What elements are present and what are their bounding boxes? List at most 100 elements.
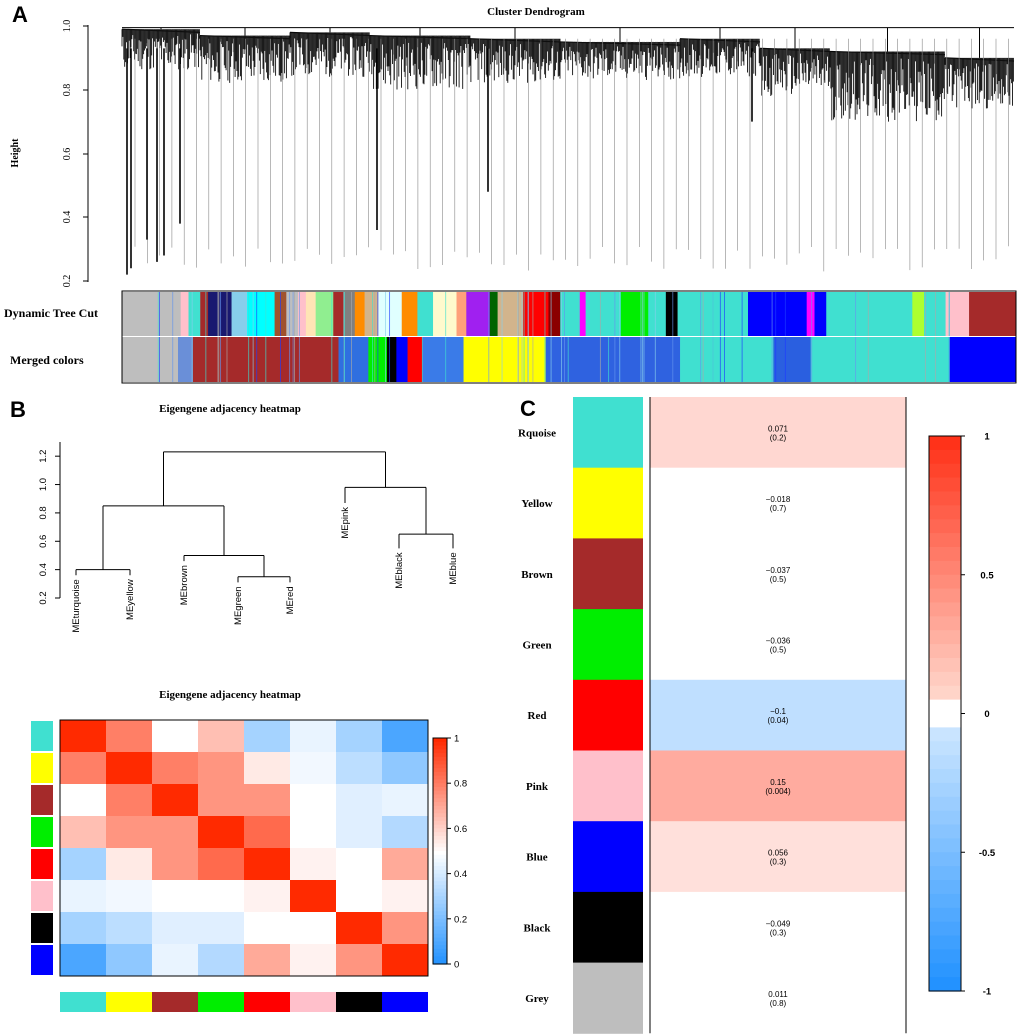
dynamic-tree-cut-block bbox=[466, 292, 491, 336]
heatmap-cell bbox=[290, 944, 337, 977]
b-ytick-label: 1.2 bbox=[38, 450, 49, 463]
dynamic-tree-cut-block bbox=[180, 292, 189, 336]
dynamic-tree-cut-stripe bbox=[172, 292, 174, 336]
trait-legend-swatch bbox=[929, 755, 961, 770]
legend-swatch bbox=[433, 741, 447, 747]
dynamic-tree-cut-block bbox=[417, 292, 434, 336]
heatmap-cell bbox=[244, 720, 291, 753]
dynamic-tree-cut-stripe bbox=[855, 292, 857, 336]
dynamic-tree-cut-row bbox=[122, 292, 1017, 336]
trait-cell bbox=[650, 821, 906, 893]
dynamic-tree-cut-block bbox=[305, 292, 317, 336]
legend-swatch bbox=[433, 888, 447, 894]
trait-cell bbox=[650, 397, 906, 469]
dynamic-tree-cut-stripe bbox=[771, 292, 773, 336]
dynamic-tree-cut-stripe bbox=[294, 292, 295, 336]
heatmap-cell bbox=[152, 944, 199, 977]
heatmap-cell bbox=[336, 784, 383, 817]
trait-legend-swatch bbox=[929, 838, 961, 853]
merged-colors-stripe bbox=[191, 337, 193, 382]
b-ytick-label: 0.8 bbox=[38, 506, 49, 519]
legend-swatch bbox=[433, 922, 447, 927]
dynamic-tree-cut-stripe bbox=[702, 292, 704, 336]
merged-colors-stripe bbox=[517, 337, 519, 382]
trait-legend-swatch bbox=[929, 658, 961, 673]
cluster-dendrogram bbox=[121, 27, 1015, 275]
trait-p-text: (0.8) bbox=[770, 999, 787, 1008]
dynamic-tree-cut-stripe bbox=[935, 292, 937, 336]
merged-colors-stripe bbox=[421, 337, 423, 382]
legend-swatch bbox=[433, 907, 447, 912]
merged-colors-stripe bbox=[445, 337, 447, 382]
merged-colors-block bbox=[177, 337, 194, 382]
heatmap-cell bbox=[198, 816, 245, 849]
legend-swatch bbox=[433, 884, 447, 890]
heatmap-cell bbox=[60, 720, 107, 753]
merged-colors-stripe bbox=[567, 337, 569, 382]
merged-colors-block bbox=[680, 337, 774, 382]
heatmap-cell bbox=[106, 912, 153, 945]
heatmap-cell bbox=[60, 816, 107, 849]
merged-colors-stripe bbox=[654, 337, 656, 382]
merged-colors-stripe bbox=[608, 337, 610, 382]
trait-legend-swatch bbox=[929, 921, 961, 937]
trait-legend-swatch bbox=[929, 533, 961, 548]
legend-swatch bbox=[433, 790, 447, 796]
merged-colors-stripe bbox=[949, 337, 950, 382]
merged-colors-stripe bbox=[389, 337, 391, 382]
dynamic-tree-cut-stripe bbox=[217, 292, 219, 336]
legend-swatch bbox=[433, 869, 447, 875]
legend-swatch bbox=[433, 851, 447, 856]
merged-colors-stripe bbox=[544, 337, 546, 382]
dynamic-tree-cut-stripe bbox=[811, 292, 813, 336]
merged-colors-stripe bbox=[517, 337, 519, 382]
legend-swatch bbox=[433, 896, 447, 901]
heatmap-cell bbox=[198, 944, 245, 977]
trait-legend-swatch bbox=[929, 977, 961, 992]
merged-colors-stripe bbox=[292, 337, 294, 382]
merged-colors-stripe bbox=[372, 337, 374, 382]
trait-row-label: Yellow bbox=[521, 498, 552, 510]
dynamic-tree-cut-block bbox=[188, 292, 201, 336]
merged-colors-stripe bbox=[867, 337, 869, 382]
trait-module-swatch bbox=[573, 679, 643, 751]
dynamic-tree-cut-stripe bbox=[550, 292, 552, 336]
a-ytick-0.8: 0.8 bbox=[62, 84, 73, 97]
trait-legend-tick-label: -0.5 bbox=[979, 848, 996, 859]
dynamic-tree-cut-stripe bbox=[421, 292, 423, 336]
legend-swatch bbox=[433, 753, 447, 758]
legend-swatch bbox=[433, 877, 447, 882]
dynamic-tree-cut-stripe bbox=[643, 292, 645, 336]
legend-swatch bbox=[433, 866, 447, 871]
trait-legend-swatch bbox=[929, 893, 961, 909]
legend-swatch bbox=[433, 813, 447, 818]
trait-row-label: Grey bbox=[525, 993, 549, 1005]
panel-b-dendro-y-axis: 0.2 0.4 0.6 0.8 1.0 1.2 bbox=[38, 442, 61, 605]
legend-swatch bbox=[433, 903, 447, 909]
merged-colors-stripe bbox=[218, 337, 220, 382]
dynamic-tree-cut-block bbox=[433, 292, 457, 336]
dynamic-tree-cut-block bbox=[378, 292, 403, 336]
legend-swatch bbox=[433, 960, 447, 965]
heatmap-cell bbox=[198, 784, 245, 817]
merged-colors-stripe bbox=[172, 337, 174, 382]
legend-swatch bbox=[433, 820, 447, 826]
dynamic-tree-cut-stripe bbox=[374, 292, 376, 336]
legend-swatch bbox=[433, 771, 447, 777]
merged-colors-stripe bbox=[298, 337, 300, 382]
dynamic-tree-cut-block bbox=[231, 292, 248, 336]
col-color-pink bbox=[290, 992, 336, 1012]
merged-colors-stripe bbox=[924, 337, 926, 382]
trait-legend-swatch bbox=[929, 574, 961, 590]
dynamic-tree-cut-block bbox=[523, 292, 549, 336]
dynamic-tree-cut-stripe bbox=[700, 292, 702, 336]
dynamic-tree-cut-block bbox=[208, 292, 232, 336]
b-ytick-label: 0.4 bbox=[38, 563, 49, 576]
legend-swatch bbox=[433, 749, 447, 754]
row-color-green bbox=[31, 817, 53, 847]
merged-colors-row bbox=[122, 337, 1017, 382]
panel-label-a: A bbox=[12, 2, 28, 27]
merged-colors-stripe bbox=[712, 337, 714, 382]
dendro-b-leaf-label: MEblack bbox=[394, 552, 405, 589]
heatmap-cell bbox=[290, 816, 337, 849]
